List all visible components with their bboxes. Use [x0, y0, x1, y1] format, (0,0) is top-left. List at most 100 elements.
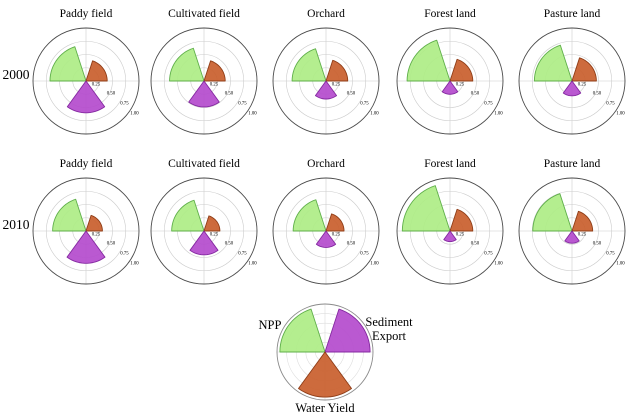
radial-tick-label: 0.75: [360, 102, 369, 107]
legend-label-sediment-export: Sediment Export: [365, 315, 413, 343]
radial-tick-label: 0.25: [578, 233, 587, 238]
polar-chart-2000-forest-land: Forest land 0.25 0.50 0.751.00: [396, 8, 504, 135]
radial-tick-label: 1.00: [494, 262, 503, 267]
wedge-water-yield: [325, 59, 349, 82]
polar-chart-2000-cultivated-field: Cultivated field 0.25 0.50 0.751.00: [150, 8, 258, 135]
grid-circle: [285, 40, 367, 122]
outer-circle: [272, 177, 380, 285]
grid-circle: [531, 190, 613, 272]
legend-wedge-sediment-export: [324, 308, 371, 353]
outer-circle: [396, 27, 504, 135]
row-label-2000: 2000: [3, 67, 30, 82]
radial-tick-label: 1.00: [248, 262, 257, 267]
grid-circle: [163, 40, 245, 122]
radial-tick-label: 1.00: [130, 112, 139, 117]
radial-tick-label: 1.00: [248, 112, 257, 117]
outer-circle: [518, 177, 626, 285]
radial-tick-label: 0.75: [120, 102, 129, 107]
outer-circle: [276, 303, 374, 401]
radial-tick-label: 0.50: [347, 92, 356, 97]
outer-circle: [32, 27, 140, 135]
chart-title: Cultivated field: [168, 158, 240, 170]
wedge-water-yield: [85, 60, 108, 82]
polar-chart-2000-pasture-land: Pasture land 0.25 0.50 0.751.00: [518, 8, 626, 135]
chart-title: Forest land: [424, 158, 476, 170]
legend-wedge-npp: [279, 308, 326, 353]
radial-tick-label: 0.50: [347, 242, 356, 247]
radial-tick-label: 0.75: [484, 252, 493, 257]
grid-circle: [45, 40, 127, 122]
wedge-sediment-export: [189, 230, 219, 256]
radial-tick-label: 0.50: [107, 242, 116, 247]
grid-circle: [531, 40, 613, 122]
wedge-water-yield: [571, 57, 597, 82]
chart-title: Paddy field: [60, 158, 113, 170]
polar-chart-2010-pasture-land: Pasture land 0.25 0.50 0.751.00: [518, 158, 626, 285]
radial-tick-label: 0.75: [484, 102, 493, 107]
grid-circle: [45, 190, 127, 272]
radial-tick-label: 1.00: [130, 262, 139, 267]
wedge-npp: [532, 193, 573, 232]
wedge-water-yield: [449, 58, 474, 82]
wedge-water-yield: [203, 60, 226, 82]
wedge-sediment-export: [66, 230, 106, 264]
wedge-water-yield: [571, 210, 594, 232]
wedge-npp: [52, 198, 87, 232]
radial-tick-label: 0.25: [332, 233, 341, 238]
polar-chart-2010-orchard: Orchard 0.25 0.50 0.751.00: [272, 158, 380, 285]
legend-chart: NPP Sediment Export Water Yield: [259, 303, 413, 415]
grid-circle: [163, 190, 245, 272]
grid-circle: [285, 190, 367, 272]
outer-circle: [32, 177, 140, 285]
radial-tick-label: 0.25: [332, 83, 341, 88]
wedge-sediment-export: [443, 230, 457, 243]
chart-title: Orchard: [307, 8, 345, 20]
wedge-npp: [401, 185, 451, 232]
row-label-2010: 2010: [3, 217, 30, 232]
radial-tick-label: 0.50: [471, 242, 480, 247]
wedge-sediment-export: [314, 80, 338, 100]
radial-tick-label: 0.25: [578, 83, 587, 88]
radial-tick-label: 0.75: [606, 252, 615, 257]
radial-tick-label: 1.00: [370, 112, 379, 117]
polar-chart-2010-cultivated-field: Cultivated field 0.25 0.50 0.751.00: [150, 158, 258, 285]
chart-title: Orchard: [307, 158, 345, 170]
wedge-npp: [169, 47, 205, 82]
radial-tick-label: 0.50: [225, 242, 234, 247]
chart-title: Pasture land: [544, 8, 601, 20]
radial-tick-label: 0.25: [92, 233, 101, 238]
radial-tick-label: 1.00: [370, 262, 379, 267]
outer-circle: [150, 27, 258, 135]
radial-tick-label: 0.25: [92, 83, 101, 88]
wedge-water-yield: [325, 213, 345, 232]
wedge-npp: [171, 199, 205, 232]
radial-tick-label: 0.75: [360, 252, 369, 257]
radial-tick-label: 0.75: [238, 252, 247, 257]
polar-chart-2010-forest-land: Forest land 0.25 0.50 0.751.00: [396, 158, 504, 285]
wedge-sediment-export: [441, 80, 459, 95]
legend-label-npp: NPP: [259, 318, 282, 332]
radial-tick-label: 0.50: [593, 92, 602, 97]
radial-tick-label: 0.75: [606, 102, 615, 107]
chart-title: Cultivated field: [168, 8, 240, 20]
radial-tick-label: 0.25: [210, 83, 219, 88]
wedge-sediment-export: [315, 230, 337, 248]
chart-title: Forest land: [424, 8, 476, 20]
wedge-npp: [49, 46, 87, 82]
radial-tick-label: 0.75: [238, 102, 247, 107]
wedge-water-yield: [203, 215, 221, 232]
polar-chart-2000-paddy-field: Paddy field 0.25 0.50 0.751.00: [32, 8, 140, 135]
radial-tick-label: 0.50: [471, 92, 480, 97]
radial-tick-label: 1.00: [616, 262, 625, 267]
radial-tick-label: 0.25: [456, 83, 465, 88]
wedge-npp: [292, 199, 327, 232]
radial-tick-label: 0.50: [225, 92, 234, 97]
wedge-sediment-export: [66, 80, 106, 114]
chart-title: Paddy field: [60, 8, 113, 20]
wedge-sediment-export: [188, 80, 220, 108]
outer-circle: [150, 177, 258, 285]
outer-circle: [396, 177, 504, 285]
radial-tick-label: 0.50: [593, 242, 602, 247]
radial-tick-label: 0.75: [120, 252, 129, 257]
wedge-sediment-export: [564, 230, 580, 244]
